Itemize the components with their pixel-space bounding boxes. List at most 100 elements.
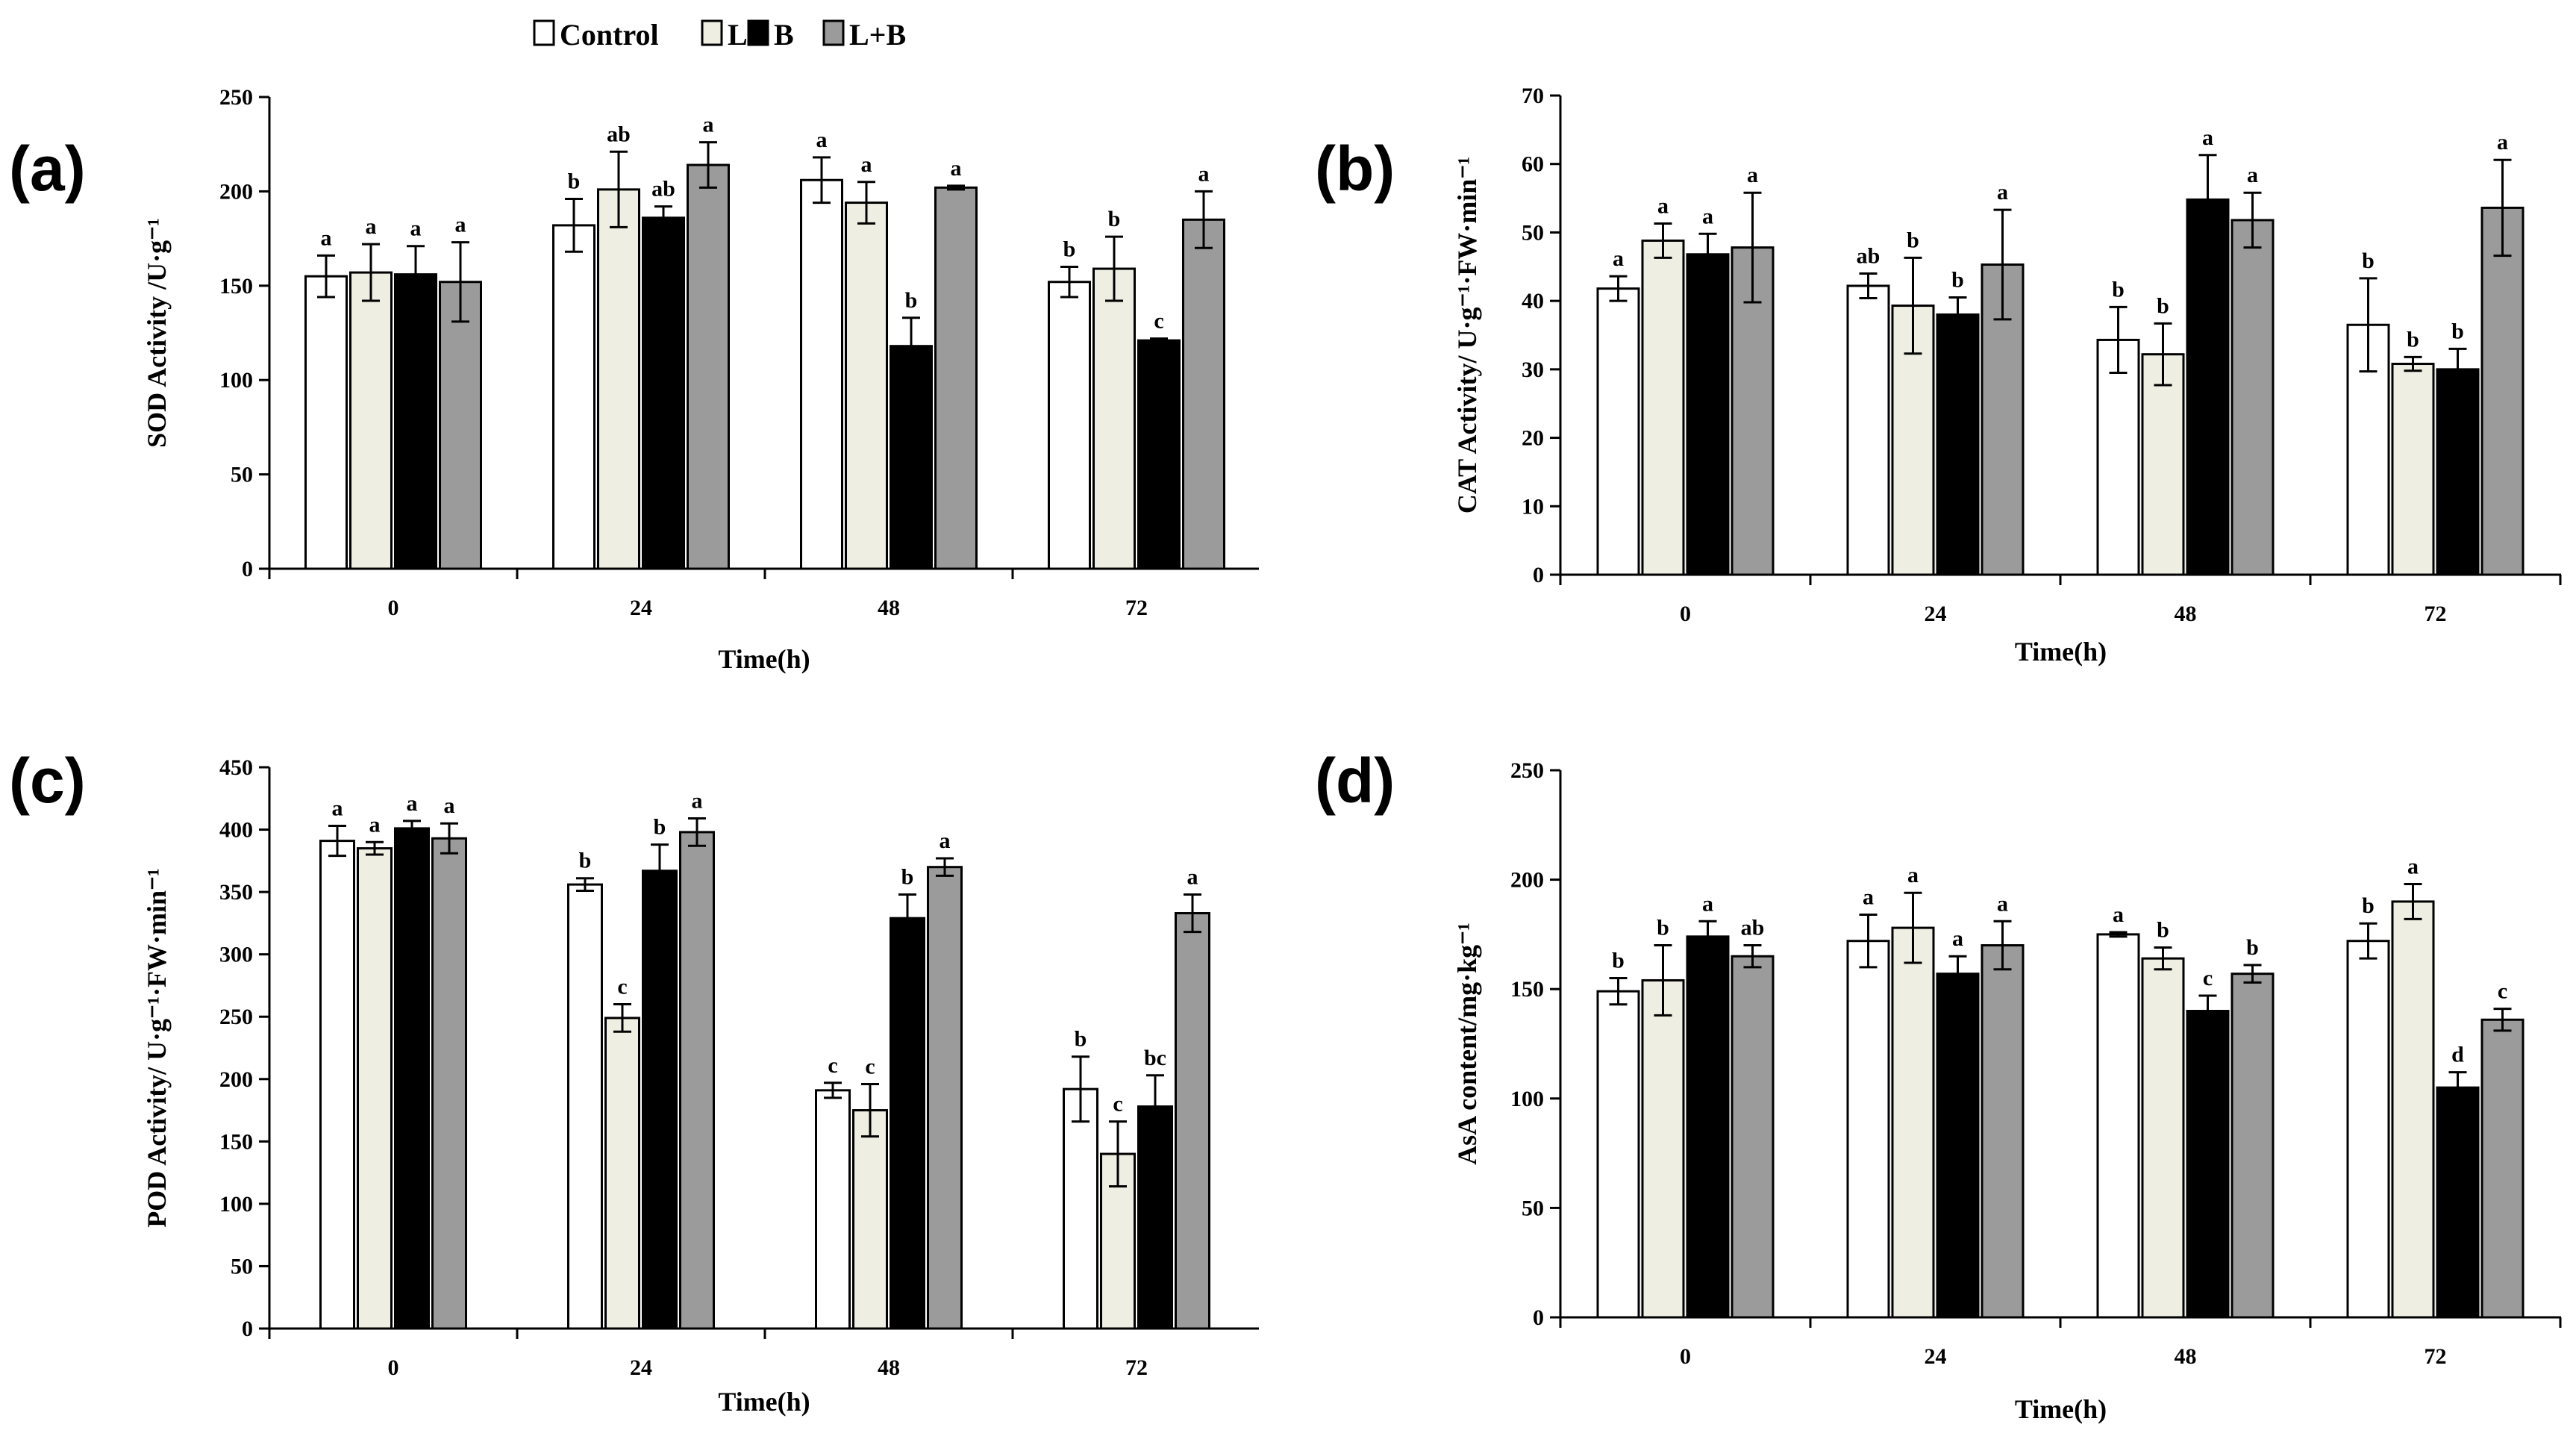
bar-l bbox=[1641, 239, 1685, 576]
significance-label: a bbox=[1997, 180, 2008, 205]
significance-label: a bbox=[951, 156, 962, 181]
y-tick-label: 70 bbox=[1522, 84, 1544, 108]
significance-label: a bbox=[444, 793, 455, 818]
significance-label: b bbox=[2157, 917, 2169, 942]
y-tick-label: 150 bbox=[219, 1129, 253, 1154]
y-tick-label: 300 bbox=[219, 943, 253, 967]
significance-label: b bbox=[2362, 249, 2375, 273]
bar-l bbox=[845, 202, 888, 570]
significance-label: a bbox=[2497, 130, 2508, 154]
bar-control bbox=[304, 275, 348, 570]
legend: Control L B L+B bbox=[533, 18, 906, 51]
significance-label: d bbox=[2451, 1043, 2464, 1067]
y-tick-label: 0 bbox=[1533, 1305, 1544, 1330]
significance-label: b bbox=[1907, 228, 1919, 252]
significance-label: b bbox=[1612, 949, 1625, 973]
significance-label: b bbox=[905, 288, 918, 313]
bar-control bbox=[1846, 940, 1890, 1319]
significance-label: a bbox=[1747, 163, 1758, 187]
panel-d: (d) 0 50 100 150 200 250 AsA content/mg·kg⁻¹ Tim… bbox=[1315, 746, 2562, 1424]
significance-label: a bbox=[455, 213, 466, 237]
significance-label: a bbox=[1907, 863, 1919, 887]
significance-label: a bbox=[2113, 902, 2124, 927]
legend-label: Control bbox=[560, 18, 659, 51]
bar-l bbox=[852, 1109, 888, 1330]
y-tick-label: 50 bbox=[231, 463, 253, 487]
x-tick-label: 0 bbox=[388, 596, 399, 620]
significance-label: ab bbox=[651, 177, 675, 202]
y-axis-title: CAT Activity/ U·g⁻¹·FW·min⁻¹ bbox=[1452, 157, 1482, 514]
significance-label: ab bbox=[1857, 243, 1881, 268]
significance-label: c bbox=[2203, 966, 2213, 990]
bar-b bbox=[890, 345, 933, 570]
panel-label: (a) bbox=[9, 134, 86, 204]
bar-l bbox=[1891, 926, 1935, 1319]
y-tick-label: 150 bbox=[1510, 977, 1544, 1002]
significance-label: b bbox=[2157, 293, 2169, 318]
significance-label: a bbox=[703, 113, 714, 137]
y-tick-label: 100 bbox=[219, 1192, 253, 1217]
legend-swatch-lplusb bbox=[822, 19, 845, 46]
bar-b bbox=[890, 917, 925, 1330]
x-tick-label: 48 bbox=[878, 596, 900, 620]
significance-label: c bbox=[1154, 309, 1163, 334]
bar-l bbox=[357, 847, 393, 1330]
bar-control bbox=[567, 883, 603, 1330]
bar-l bbox=[2391, 363, 2435, 576]
bar-b bbox=[2186, 1010, 2230, 1319]
bar-b bbox=[2436, 1086, 2480, 1319]
bar-l bbox=[1092, 267, 1136, 570]
y-tick-label: 450 bbox=[219, 755, 253, 780]
x-axis-title: Time(h) bbox=[2015, 637, 2107, 667]
x-tick-label: 0 bbox=[1680, 602, 1691, 626]
bar-lplusb bbox=[439, 281, 482, 570]
bar-lplusb bbox=[1175, 912, 1210, 1330]
x-tick-label: 24 bbox=[1925, 602, 1947, 626]
bar-b bbox=[1137, 1105, 1173, 1330]
bar-control bbox=[319, 840, 355, 1330]
bar-b bbox=[1137, 339, 1181, 570]
x-axis-title: Time(h) bbox=[2015, 1394, 2107, 1424]
significance-label: b bbox=[579, 849, 592, 873]
bar-b bbox=[1936, 973, 1980, 1319]
significance-label: a bbox=[1613, 246, 1624, 271]
x-tick-label: 72 bbox=[2425, 1344, 2447, 1369]
significance-label: a bbox=[1198, 161, 1210, 186]
bar-b bbox=[2436, 368, 2480, 576]
bar-control bbox=[2096, 933, 2140, 1319]
significance-label: b bbox=[1657, 916, 1669, 940]
bar-b bbox=[394, 273, 437, 570]
bar-lplusb bbox=[687, 163, 730, 570]
y-tick-label: 0 bbox=[1533, 563, 1544, 587]
significance-label: b bbox=[1108, 207, 1121, 231]
panel-c: (c) 0 50 100 150 200 250 300 350 400 450 POD Activi… bbox=[9, 746, 1259, 1417]
y-tick-label: 350 bbox=[219, 880, 253, 905]
y-tick-label: 60 bbox=[1522, 152, 1544, 177]
panel-label: (d) bbox=[1315, 746, 1395, 816]
x-tick-label: 48 bbox=[2175, 602, 2197, 626]
bar-l bbox=[2391, 900, 2435, 1319]
x-tick-label: 48 bbox=[878, 1355, 900, 1380]
legend-label: L bbox=[728, 18, 748, 51]
bar-l bbox=[604, 1017, 640, 1330]
y-tick-label: 150 bbox=[219, 274, 253, 299]
x-tick-label: 24 bbox=[630, 1355, 652, 1380]
significance-label: a bbox=[1187, 864, 1198, 889]
significance-label: a bbox=[407, 791, 418, 816]
legend-swatch-b bbox=[747, 19, 769, 46]
y-tick-label: 250 bbox=[1510, 758, 1544, 783]
panel-a: (a) 0 50 100 150 200 250 SOD Activity /U·g⁻¹ Tim… bbox=[9, 85, 1259, 674]
significance-label: a bbox=[692, 789, 703, 814]
bar-l bbox=[349, 271, 393, 570]
significance-label: b bbox=[2246, 935, 2259, 960]
bar-control bbox=[2096, 338, 2140, 576]
bar-control bbox=[552, 224, 595, 570]
bar-lplusb bbox=[2480, 206, 2525, 576]
significance-label: a bbox=[1657, 194, 1669, 219]
x-axis-title: Time(h) bbox=[718, 1387, 810, 1417]
significance-label: a bbox=[2407, 854, 2419, 878]
significance-label: a bbox=[1952, 926, 1963, 951]
legend-swatch-control bbox=[533, 19, 555, 46]
bar-l bbox=[1641, 978, 1685, 1319]
